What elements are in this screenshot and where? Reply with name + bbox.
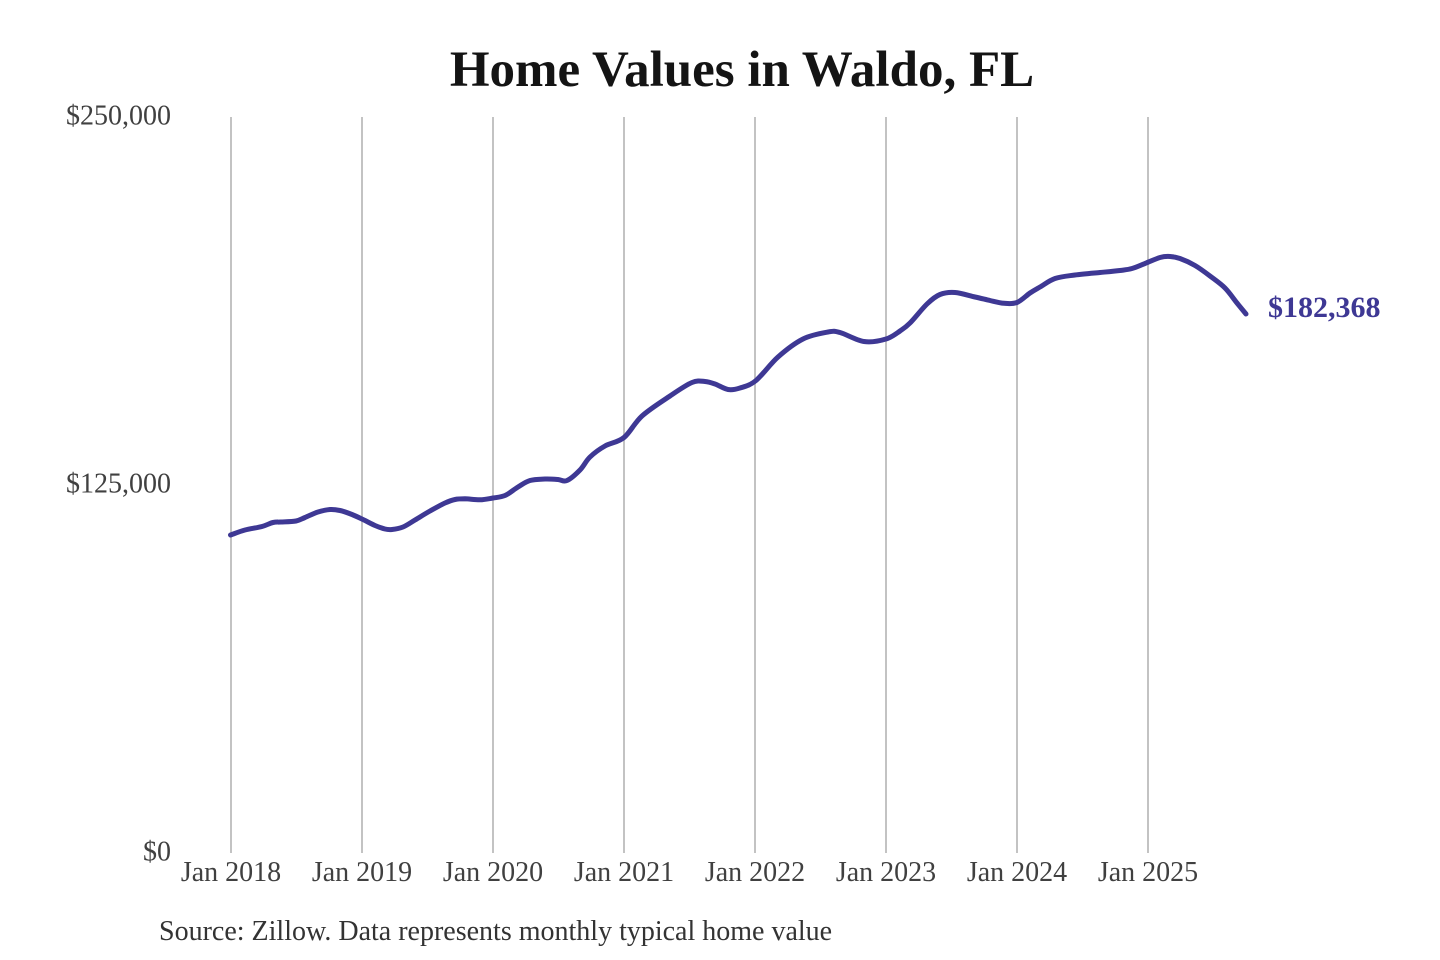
svg-text:$182,368: $182,368 — [1268, 291, 1381, 324]
svg-text:Jan 2018: Jan 2018 — [181, 857, 281, 888]
svg-text:Home Values in Waldo, FL: Home Values in Waldo, FL — [450, 42, 1034, 98]
svg-text:$0: $0 — [143, 837, 171, 868]
svg-text:Jan 2023: Jan 2023 — [836, 857, 936, 888]
svg-text:Jan 2020: Jan 2020 — [443, 857, 543, 888]
svg-text:Jan 2024: Jan 2024 — [967, 857, 1067, 888]
svg-text:Jan 2021: Jan 2021 — [574, 857, 674, 888]
svg-text:$250,000: $250,000 — [66, 101, 171, 132]
svg-text:$125,000: $125,000 — [66, 469, 171, 500]
svg-text:Jan 2019: Jan 2019 — [312, 857, 412, 888]
svg-text:Source: Zillow. Data represent: Source: Zillow. Data represents monthly … — [159, 916, 832, 947]
svg-text:Jan 2022: Jan 2022 — [705, 857, 805, 888]
svg-text:Jan 2025: Jan 2025 — [1098, 857, 1198, 888]
